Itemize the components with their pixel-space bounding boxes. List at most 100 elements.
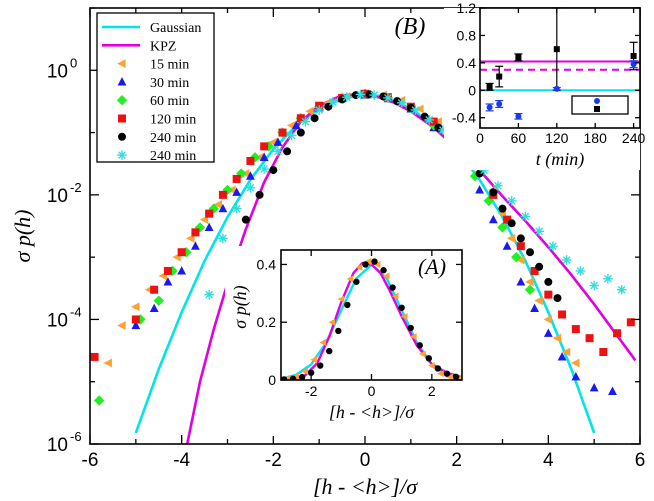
point-s5-29 — [603, 273, 613, 284]
point-s3-26 — [558, 310, 567, 319]
point-s0-8 — [213, 200, 222, 209]
legend-marker — [117, 59, 126, 68]
point-s4-19 — [498, 204, 507, 213]
point-s5-26 — [561, 255, 572, 265]
inset-b-legend-marker — [594, 106, 600, 112]
inset-b-y-tick-label: 0 — [468, 82, 476, 98]
point-s5-9 — [328, 97, 338, 107]
point-s2-22 — [497, 222, 508, 233]
legend-marker — [118, 114, 126, 123]
point-s5-28 — [589, 280, 599, 291]
point-s5-21 — [493, 180, 503, 191]
y-tick-label-base: 10 — [47, 61, 68, 82]
inset-b-y-tick-label: -0.4 — [452, 110, 476, 126]
point-s5-13 — [383, 93, 393, 103]
point-s4-23 — [535, 262, 544, 271]
point-s3-7 — [218, 190, 227, 199]
point-s3-0 — [90, 352, 99, 361]
inset-a-point-s1-1 — [289, 375, 297, 380]
point-s3-24 — [530, 266, 539, 275]
inset-b-y-tick-label: 0.4 — [457, 55, 477, 71]
inset-a-point-s1-19 — [452, 373, 460, 380]
point-s4-1 — [255, 190, 264, 199]
y-tick-label-base: 10 — [47, 435, 68, 456]
legend-marker — [117, 77, 127, 86]
inset-a-y-tick-label: 0 — [268, 372, 276, 388]
point-s3-1 — [131, 315, 140, 324]
point-s5-10 — [341, 92, 352, 102]
inset-a-point-s0-17 — [437, 370, 444, 378]
point-s3-28 — [585, 334, 594, 343]
x-tick-label: -2 — [265, 450, 282, 471]
inset-b-x-tick-label: 60 — [511, 130, 527, 146]
inset-b-point-s0-4 — [630, 53, 637, 59]
inset-a-point-s0-18 — [446, 373, 453, 380]
legend-label: 15 min — [150, 58, 189, 73]
point-s1-26 — [571, 371, 581, 381]
inset-b-point-s0-3 — [553, 46, 560, 53]
legend-label: KPZ — [150, 39, 176, 54]
point-s3-4 — [177, 248, 186, 257]
point-s1-9 — [259, 152, 269, 161]
point-s1-2 — [163, 277, 173, 286]
inset-a-point-s0-13 — [400, 312, 408, 320]
point-s4-2 — [269, 166, 278, 175]
inset-b-y-tick-label: 1.2 — [457, 0, 477, 16]
y-axis-label: σ p(h) — [10, 209, 35, 262]
inset-a-point-s1-16 — [425, 355, 433, 362]
point-s1-19 — [475, 185, 484, 194]
panel-label-b: (B) — [395, 14, 426, 40]
y-tick-label-base: 10 — [47, 186, 68, 207]
point-s3-6 — [205, 209, 214, 218]
inset-a-point-s0-15 — [418, 350, 426, 358]
point-s5-1 — [218, 233, 228, 244]
point-s5-8 — [314, 105, 324, 115]
y-tick-label-exp: 0 — [70, 55, 77, 70]
point-s1-7 — [232, 187, 242, 196]
inset-a-x-tick-label: -2 — [305, 383, 318, 399]
x-axis-label: [h - <h>]/σ — [313, 474, 418, 499]
inset-a-point-s0-11 — [382, 272, 390, 280]
point-s0-26 — [506, 233, 516, 243]
point-s3-31 — [626, 318, 635, 327]
legend-marker — [118, 132, 126, 141]
point-s5-15 — [410, 105, 421, 115]
point-s5-27 — [575, 266, 586, 276]
inset-b-chart: 0 60 120 180 240-0.400.40.81.2t (min) — [444, 0, 645, 170]
inset-b-point-s1-3 — [553, 85, 560, 92]
point-s0-14 — [305, 106, 314, 116]
inset-b-point-s1-0 — [486, 104, 493, 111]
point-s1-25 — [557, 352, 567, 361]
y-tick-label-base: 10 — [47, 310, 68, 331]
inset-a-chart: -2 0 2 0 0.2 0.4 [h - <h>]/σ σ p(h) (A) — [225, 246, 470, 436]
point-s1-3 — [177, 266, 187, 275]
inset-a-point-s1-0 — [281, 376, 288, 380]
inset-a-point-s0-5 — [328, 318, 336, 326]
point-s3-22 — [503, 215, 512, 224]
inset-b-x-tick-label: 180 — [584, 130, 608, 146]
point-s5-24 — [534, 226, 544, 237]
point-s1-11 — [291, 120, 301, 130]
point-s3-8 — [232, 174, 241, 183]
point-s3-18 — [429, 117, 438, 126]
inset-b-point-s1-2 — [515, 113, 522, 120]
point-s5-22 — [506, 196, 517, 206]
inset-a-x-tick-label: 0 — [368, 383, 376, 399]
point-s3-11 — [278, 128, 287, 137]
point-s3-3 — [163, 266, 172, 275]
point-s1-10 — [273, 137, 283, 146]
inset-b-legend-marker — [594, 98, 600, 104]
inset-a-point-s1-3 — [307, 369, 315, 376]
inset-a-point-s1-12 — [389, 284, 396, 291]
inset-b-point-s0-2 — [515, 54, 522, 61]
x-tick-label: 2 — [451, 450, 462, 471]
inset-a-point-s0-4 — [319, 338, 327, 346]
inset-a-point-s0-2 — [301, 367, 309, 375]
inset-a-point-s1-10 — [371, 258, 378, 265]
point-s5-12 — [369, 90, 379, 100]
point-s2-10 — [263, 141, 274, 152]
y-tick-label-exp: -6 — [70, 429, 82, 444]
point-s0-31 — [552, 333, 562, 343]
point-s0-29 — [534, 296, 543, 306]
inset-a-point-s1-17 — [434, 365, 442, 372]
